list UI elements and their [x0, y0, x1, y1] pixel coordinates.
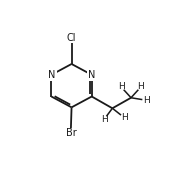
Text: N: N	[48, 70, 55, 80]
Text: H: H	[143, 96, 150, 105]
Text: H: H	[118, 82, 125, 91]
Text: H: H	[138, 82, 144, 91]
Text: N: N	[88, 70, 95, 80]
Text: H: H	[121, 113, 127, 122]
Text: Br: Br	[66, 129, 76, 138]
Text: H: H	[101, 115, 108, 124]
Text: Cl: Cl	[67, 33, 76, 43]
